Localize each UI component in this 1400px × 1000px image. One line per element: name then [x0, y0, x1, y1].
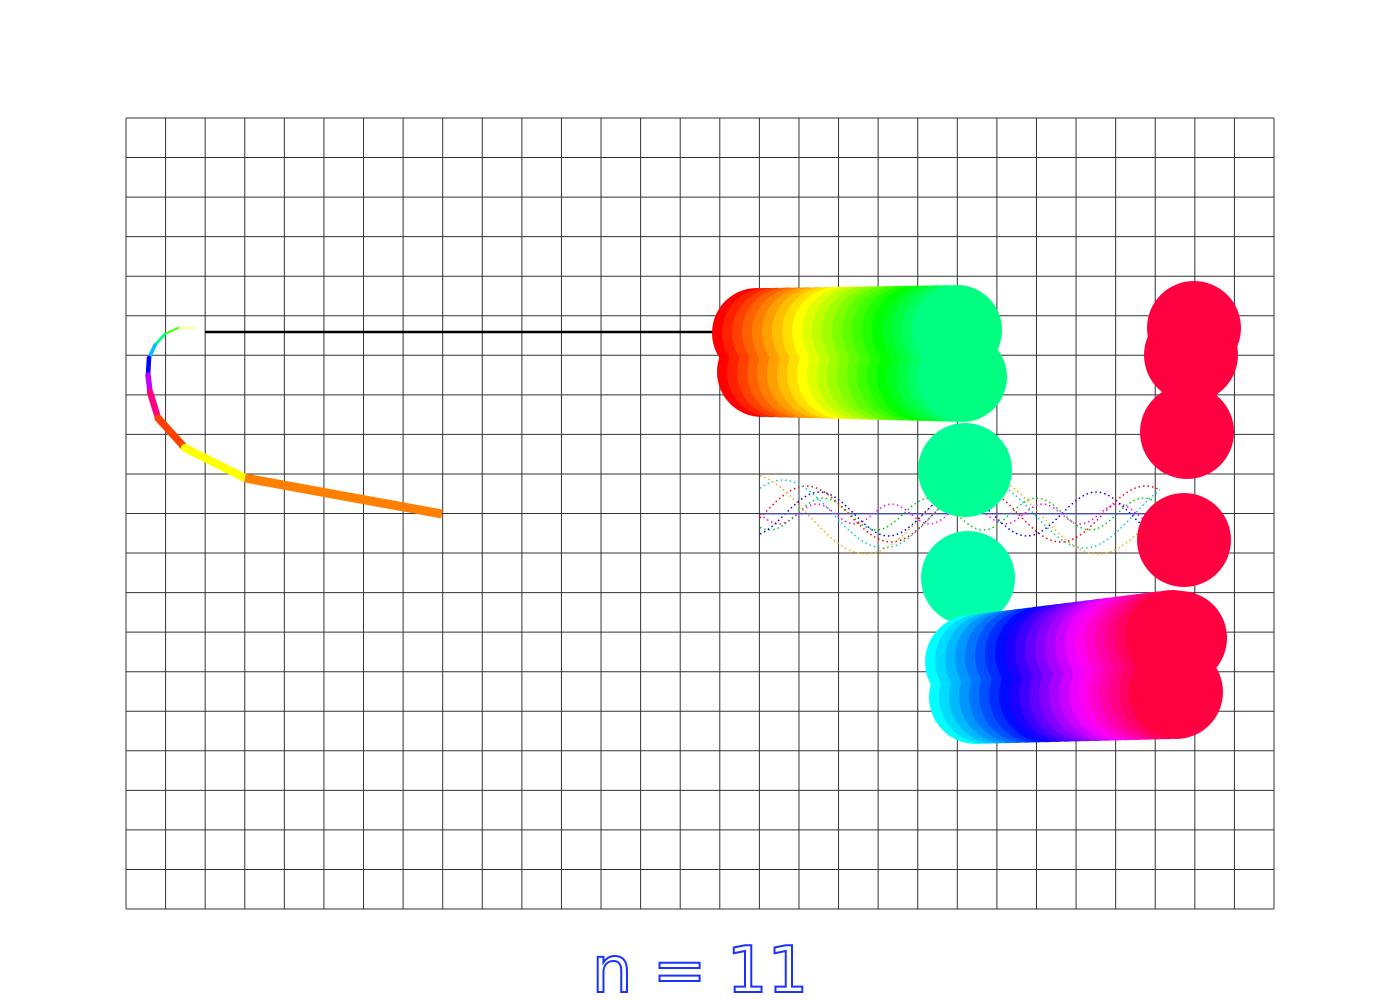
circles	[712, 281, 1241, 744]
wave	[759, 473, 1161, 555]
grid	[125, 117, 1275, 910]
circle	[918, 423, 1012, 517]
wave	[759, 497, 1161, 531]
circle	[1133, 591, 1227, 685]
curve-segment	[146, 388, 162, 422]
circle	[1144, 308, 1238, 402]
curve-segment	[154, 414, 189, 452]
circle	[1137, 493, 1231, 587]
curve	[145, 327, 250, 483]
curve-segment	[145, 355, 152, 378]
circle	[921, 531, 1015, 625]
curve-segment	[153, 332, 167, 347]
curve-segment	[180, 443, 250, 483]
curve-segment	[147, 343, 157, 360]
circle	[1140, 385, 1234, 479]
orange-stroke	[244, 473, 443, 519]
caption: n = 11	[592, 934, 808, 1000]
circle	[917, 332, 1007, 422]
curve-segment	[164, 327, 179, 335]
